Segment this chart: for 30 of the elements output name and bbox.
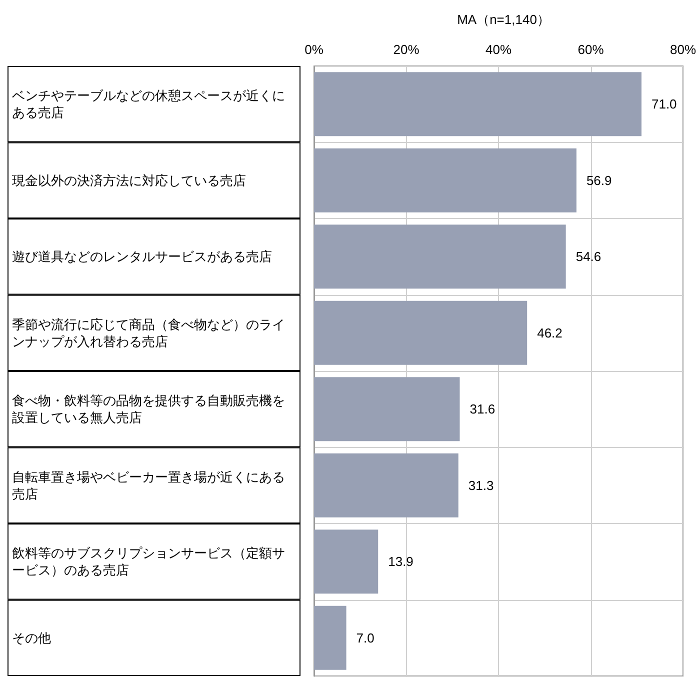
data-label: 56.9 — [586, 172, 612, 188]
bar — [314, 530, 378, 594]
y-tick-label: 現金以外の決済方法に対応している売店 — [12, 172, 246, 188]
y-tick-label: 飲料等のサブスクリプションサービス（定額サービス）のある売店 — [12, 546, 285, 578]
bar — [314, 377, 460, 442]
bar — [314, 148, 576, 212]
data-label: 71.0 — [651, 96, 677, 112]
data-label: 13.9 — [388, 554, 414, 570]
x-tick-label: 60% — [578, 42, 604, 57]
y-tick-label: ベンチやテーブルなどの休憩スペースが近くにある売店 — [12, 88, 285, 120]
y-tick-label: 遊び道具などのレンタルサービスがある売店 — [12, 249, 272, 264]
data-label: 46.2 — [537, 325, 562, 340]
data-label: 31.3 — [468, 478, 494, 493]
bar — [314, 606, 346, 670]
data-label: 31.6 — [470, 402, 496, 417]
bar — [314, 300, 528, 365]
chart-title: MA（n=1,140） — [457, 12, 550, 27]
x-tick-label: 0% — [304, 42, 324, 57]
bar — [314, 224, 566, 289]
bar — [314, 453, 458, 518]
y-tick-label: 自転車置き場やベビーカー置き場が近くにある売店 — [12, 469, 285, 502]
bar — [314, 72, 642, 136]
y-tick-label: 季節や流行に応じて商品（食べ物など）のラインナップが入れ替わる売店 — [12, 316, 285, 349]
data-label: 54.6 — [576, 249, 602, 264]
x-tick-label: 20% — [393, 42, 420, 57]
y-tick-label: 食べ物・飲料等の品物を提供する自動販売機を設置している無人売店 — [12, 393, 285, 426]
y-tick-label: その他 — [12, 630, 51, 646]
x-tick-label: 40% — [485, 42, 512, 57]
data-label: 7.0 — [356, 630, 374, 646]
x-tick-label: 80% — [670, 42, 696, 57]
